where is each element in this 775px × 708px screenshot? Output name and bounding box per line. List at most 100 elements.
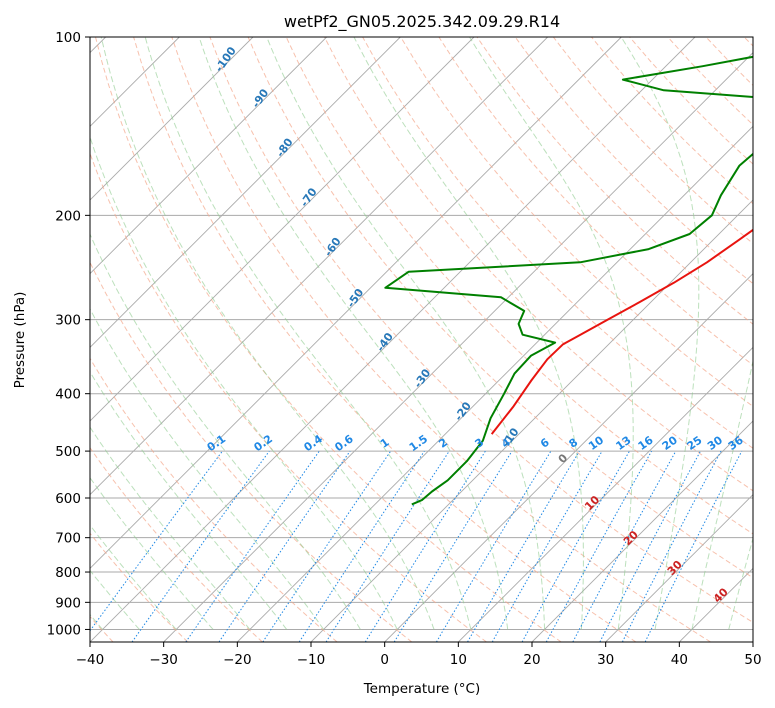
dry-adiabat-line	[705, 37, 753, 87]
dry-adiabat-label: 30	[665, 558, 685, 578]
isotherm-line	[90, 37, 548, 496]
mixing-ratio-label: 1	[378, 436, 392, 451]
mixing-ratio-line	[131, 450, 270, 642]
dry-adiabat-line	[591, 37, 753, 205]
mixing-ratio-line	[599, 450, 701, 642]
mixing-ratio-line	[298, 450, 425, 642]
x-tick-label: 30	[597, 652, 614, 668]
x-tick-label: 40	[671, 652, 688, 668]
isotherm-line	[163, 52, 753, 642]
mixing-ratio-line	[521, 450, 630, 642]
moist-adiabat-line	[90, 426, 251, 630]
y-tick-label: 400	[55, 387, 81, 403]
dry-adiabat-line	[95, 37, 562, 642]
y-tick-label: 500	[55, 444, 81, 460]
x-tick-label: 20	[523, 652, 540, 668]
x-tick-label: −10	[297, 652, 326, 668]
x-tick-label: −20	[223, 652, 252, 668]
y-axis: 100 200 300 400 500 600 700 800 900 1000	[47, 30, 90, 638]
y-tick-label: 100	[55, 30, 81, 46]
y-tick-label: 900	[55, 595, 81, 611]
mixing-ratio-label: 10	[586, 433, 606, 453]
mixing-ratio-label: 36	[726, 433, 746, 453]
y-tick-label: 800	[55, 565, 81, 581]
y-axis-label: Pressure (hPa)	[12, 292, 28, 389]
moist-adiabat-label: -100	[212, 44, 239, 74]
moist-adiabat-line	[728, 536, 753, 630]
dewpoint-profile-line	[384, 55, 753, 506]
moist-adiabat-label: -30	[411, 366, 433, 390]
mixing-ratio-line	[621, 450, 722, 642]
isotherm-line	[90, 37, 696, 642]
mixing-ratio-label: 6	[538, 436, 552, 451]
isotherm-line	[752, 641, 753, 642]
isotherm-line	[531, 420, 753, 642]
moist-adiabat-line	[100, 37, 435, 630]
y-tick-label: 300	[55, 313, 81, 329]
y-tick-label: 700	[55, 531, 81, 547]
mixing-ratio-line	[325, 450, 450, 642]
isotherm-line	[458, 346, 753, 642]
moist-adiabat-line	[144, 37, 472, 630]
moist-adiabat-label: -40	[374, 330, 396, 354]
moist-adiabat-line	[90, 569, 140, 630]
mixing-ratio-line	[218, 450, 351, 642]
isotherm-line	[90, 37, 622, 569]
dry-adiabat-line	[514, 37, 753, 285]
dry-adiabat-line	[438, 37, 753, 366]
mixing-ratio-line	[364, 450, 486, 642]
dry-adiabat-line	[90, 532, 189, 642]
dry-adiabat-line	[209, 37, 753, 623]
plot-frame	[89, 36, 754, 643]
mixing-ratio-label: 2	[436, 436, 450, 451]
moist-adiabat-line	[90, 370, 288, 630]
grid-layer	[90, 37, 753, 642]
y-tick-label: 200	[55, 208, 81, 224]
mixing-ratio-line	[572, 450, 677, 642]
moist-adiabat-label: -50	[344, 286, 366, 310]
mixing-ratio-line	[393, 450, 513, 642]
moist-adiabat-line	[620, 37, 700, 630]
moist-adiabat-line	[90, 232, 361, 630]
mixing-ratio-label: 25	[685, 434, 705, 453]
isotherm-line	[679, 567, 753, 642]
isotherm-line	[237, 125, 753, 642]
mixing-ratio-label: 20	[660, 433, 680, 453]
dry-adiabat-line	[667, 37, 753, 126]
moist-adiabat-line	[90, 135, 398, 630]
mixing-ratio-line	[90, 450, 223, 632]
x-tick-label: 10	[450, 652, 467, 668]
isotherm-line	[90, 37, 401, 348]
isotherm-line	[90, 37, 327, 275]
y-tick-label: 600	[55, 491, 81, 507]
moist-adiabat-line	[691, 358, 753, 630]
temperature-profile-line	[490, 228, 753, 435]
dry-adiabat-line	[90, 357, 338, 642]
dry-adiabat-line	[743, 37, 753, 47]
dry-adiabat-line	[90, 261, 413, 642]
moist-adiabat-line	[353, 37, 584, 630]
moist-adiabat-label: -60	[322, 235, 344, 259]
dry-adiabat-line	[133, 37, 637, 642]
mixing-ratio-line	[435, 450, 552, 642]
x-tick-label: 50	[744, 652, 761, 668]
mixing-ratio-label: 30	[705, 433, 725, 453]
x-tick-label: −40	[76, 652, 105, 668]
isotherm-line	[384, 273, 753, 642]
series-layer	[384, 55, 753, 506]
x-tick-label: 0	[380, 652, 389, 668]
mixing-ratio-label: 16	[636, 433, 656, 453]
dry-adiabat-label: 10	[582, 493, 602, 513]
mixing-ratio-line	[467, 450, 580, 642]
isotherm-line	[605, 494, 753, 642]
chart-title: wetPf2_GN05.2025.342.09.29.R14	[284, 12, 560, 32]
moist-adiabat-line	[90, 524, 177, 630]
isotherm-line	[90, 37, 475, 422]
dry-adiabat-line	[90, 446, 263, 642]
moist-adiabat-line	[266, 37, 546, 630]
moist-adiabat-line	[198, 37, 509, 630]
moist-adiabat-label: -80	[274, 136, 296, 160]
moist-adiabat-label: -90	[249, 86, 271, 110]
mixing-ratio-label: 13	[613, 434, 633, 453]
